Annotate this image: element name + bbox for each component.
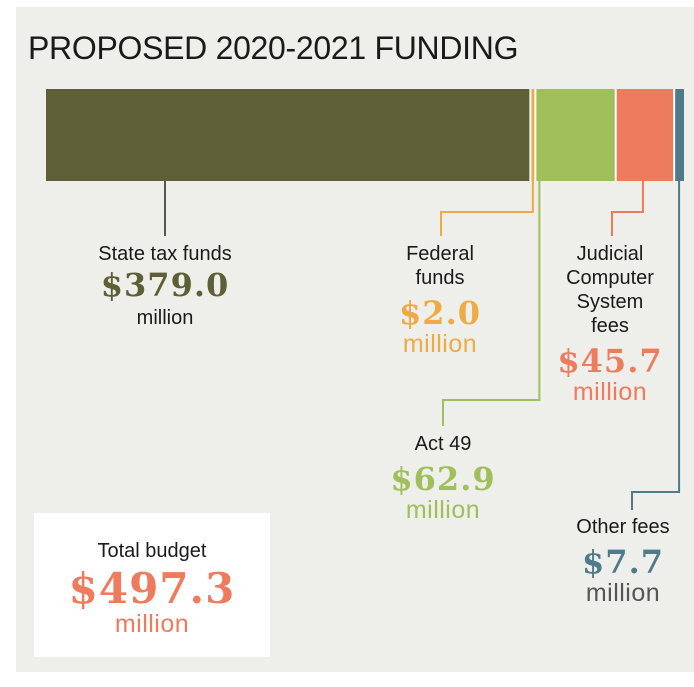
bar-segment-state-tax-funds bbox=[46, 89, 531, 181]
bar-separator bbox=[534, 89, 537, 181]
label-other-unit: million bbox=[585, 579, 661, 607]
label-jcs-fees: Judicial Computer System fees $45.7 mill… bbox=[537, 242, 683, 406]
label-federal-category-line2: funds bbox=[415, 267, 465, 289]
label-other-category: Other fees bbox=[576, 516, 670, 538]
label-state-amount: $379.0 bbox=[100, 266, 230, 304]
label-jcs-unit: million bbox=[572, 378, 648, 406]
label-federal-funds: Federal funds $2.0 million bbox=[370, 242, 510, 358]
bar-segment-federal-funds bbox=[530, 89, 536, 181]
bar-separator bbox=[614, 89, 617, 181]
label-other-amount: $7.7 bbox=[582, 543, 664, 581]
label-state-unit: million bbox=[136, 307, 194, 329]
label-act-49: Act 49 $62.9 million bbox=[368, 432, 518, 524]
leader-line-other-fees bbox=[631, 181, 681, 510]
label-act49-amount: $62.9 bbox=[390, 460, 496, 498]
label-act49-unit: million bbox=[405, 496, 481, 524]
total-budget-unit: million bbox=[114, 610, 190, 638]
bar-segment-act-49 bbox=[535, 89, 616, 181]
total-budget-amount: $497.3 bbox=[68, 564, 236, 613]
bar-separator bbox=[529, 89, 532, 181]
label-federal-category-line1: Federal bbox=[406, 243, 474, 265]
bar-segment-other-fees bbox=[674, 89, 684, 181]
label-other-fees: Other fees $7.7 million bbox=[552, 515, 694, 607]
label-jcs-category-line1: Judicial bbox=[576, 243, 644, 265]
label-jcs-amount: $45.7 bbox=[557, 342, 663, 380]
label-jcs-category-line2: Computer bbox=[566, 267, 654, 289]
label-federal-amount: $2.0 bbox=[399, 294, 481, 332]
label-state-category: State tax funds bbox=[98, 243, 232, 265]
label-state-tax-funds: State tax funds $379.0 million bbox=[58, 242, 272, 330]
leader-line-federal-funds bbox=[440, 181, 534, 236]
chart-title: PROPOSED 2020-2021 FUNDING bbox=[28, 30, 519, 66]
total-budget-label: Total budget bbox=[97, 540, 207, 562]
leader-line-jcs-fees bbox=[611, 181, 644, 236]
label-federal-unit: million bbox=[402, 330, 478, 358]
bar-separator bbox=[673, 89, 676, 181]
label-act49-category: Act 49 bbox=[414, 433, 472, 455]
label-jcs-category-line4: fees bbox=[591, 315, 629, 337]
label-jcs-category-line3: System bbox=[576, 291, 644, 313]
leader-line-act-49 bbox=[442, 181, 541, 426]
total-budget-box: Total budget $497.3 million bbox=[34, 513, 270, 657]
bar-segment-jcs-fees bbox=[615, 89, 675, 181]
